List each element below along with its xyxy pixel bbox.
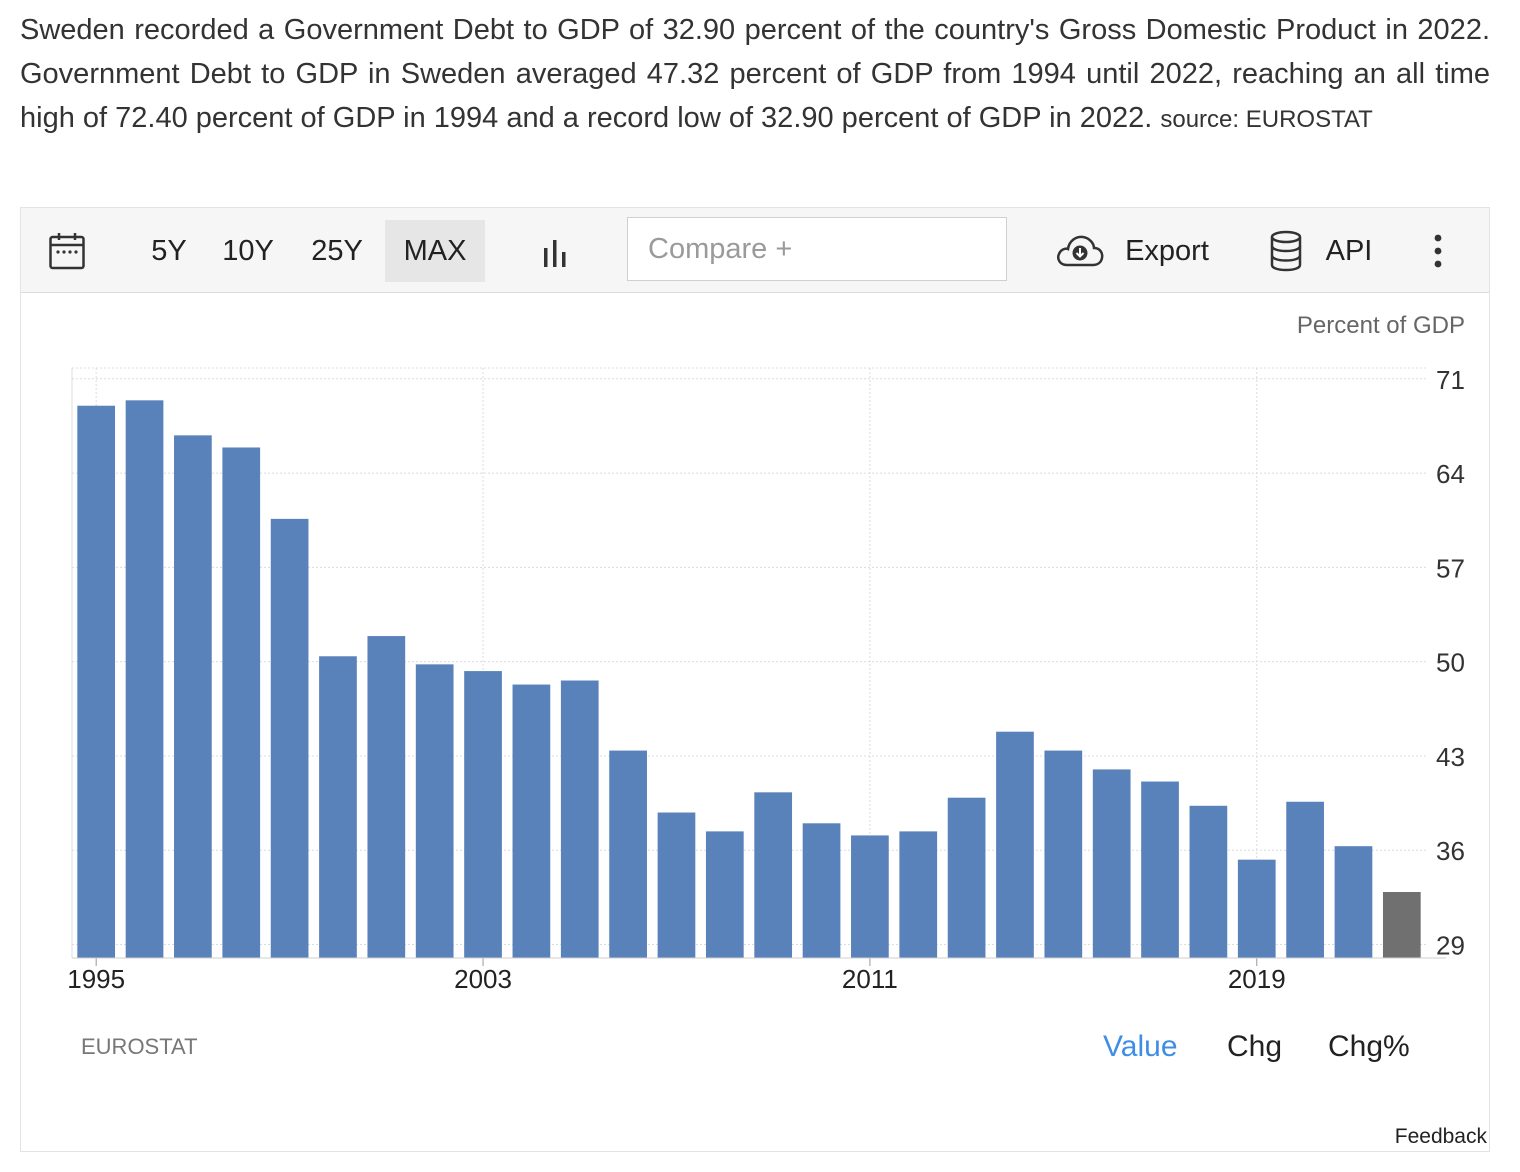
bar-2001 (367, 636, 406, 958)
bar-2019 (1237, 859, 1276, 958)
y-tick-label: 29 (1436, 931, 1465, 961)
feedback-link[interactable]: Feedback (1394, 1125, 1487, 1148)
bar-2009 (754, 792, 793, 958)
summary-text: Sweden recorded a Government Debt to GDP… (20, 14, 1490, 134)
x-tick-label: 2019 (1228, 964, 1286, 994)
y-tick-label: 36 (1436, 836, 1465, 866)
bar-2022 (1382, 891, 1421, 958)
range-5y-button[interactable]: 5Y (151, 235, 187, 267)
bar-1995 (77, 405, 116, 958)
bar-2005 (560, 680, 599, 958)
export-button[interactable]: Export (1125, 235, 1209, 267)
cloud-download-icon[interactable] (1055, 232, 1105, 268)
bar-2015 (1044, 750, 1083, 958)
bar-2002 (415, 664, 454, 958)
bar-2018 (1189, 805, 1228, 958)
y-tick-label: 71 (1436, 365, 1465, 395)
bar-chart-icon[interactable] (541, 238, 573, 268)
bar-2010 (802, 823, 841, 958)
bar-2003 (464, 671, 502, 958)
bar-1998 (222, 447, 261, 958)
y-axis-unit-label: Percent of GDP (1296, 312, 1465, 339)
api-button[interactable]: API (1325, 235, 1373, 267)
x-tick-label: 1995 (67, 964, 125, 994)
y-tick-label: 43 (1436, 742, 1465, 772)
y-tick-label: 57 (1436, 553, 1465, 583)
bar-2006 (609, 750, 647, 958)
bar-2000 (319, 656, 357, 958)
range-25y-button[interactable]: 25Y (311, 235, 363, 267)
chart-panel: 5Y 10Y 25Y MAX Export API Percent (20, 207, 1490, 1152)
bar-2014 (996, 731, 1034, 958)
chart-source-tag[interactable]: EUROSTAT (81, 1034, 198, 1059)
summary-source: source: EUROSTAT (1160, 106, 1373, 133)
x-tick-label: 2003 (454, 964, 512, 994)
database-icon[interactable] (1269, 230, 1303, 272)
bar-2008 (705, 831, 744, 958)
y-tick-label: 50 (1436, 648, 1465, 678)
range-10y-button[interactable]: 10Y (222, 235, 274, 267)
bar-2011 (851, 835, 889, 958)
bar-2017 (1141, 781, 1179, 958)
mode-chg-percent-tab[interactable]: Chg% (1328, 1030, 1410, 1063)
bar-2013 (947, 797, 986, 958)
range-max-button[interactable]: MAX (385, 220, 485, 282)
chart-toolbar: 5Y 10Y 25Y MAX Export API (21, 208, 1489, 293)
bar-2021 (1334, 846, 1373, 958)
bar-1997 (174, 435, 212, 959)
more-vertical-icon[interactable] (1433, 234, 1443, 268)
mode-value-tab[interactable]: Value (1103, 1030, 1178, 1063)
compare-input[interactable] (627, 217, 1007, 281)
bar-2016 (1092, 769, 1131, 958)
bar-chart: 29 36 43 50 57 64 71 1995 2003 2011 2019 (67, 365, 1465, 994)
bar-2004 (512, 684, 551, 958)
bar-1999 (270, 518, 309, 958)
x-tick-label: 2011 (842, 964, 898, 994)
calendar-icon[interactable] (49, 232, 85, 270)
mode-chg-tab[interactable]: Chg (1227, 1030, 1283, 1063)
y-tick-label: 64 (1436, 459, 1465, 489)
bar-2007 (657, 812, 696, 958)
bar-2012 (899, 831, 938, 958)
bar-2020 (1286, 801, 1324, 958)
summary-paragraph: Sweden recorded a Government Debt to GDP… (20, 8, 1490, 142)
bar-1996 (125, 400, 164, 959)
